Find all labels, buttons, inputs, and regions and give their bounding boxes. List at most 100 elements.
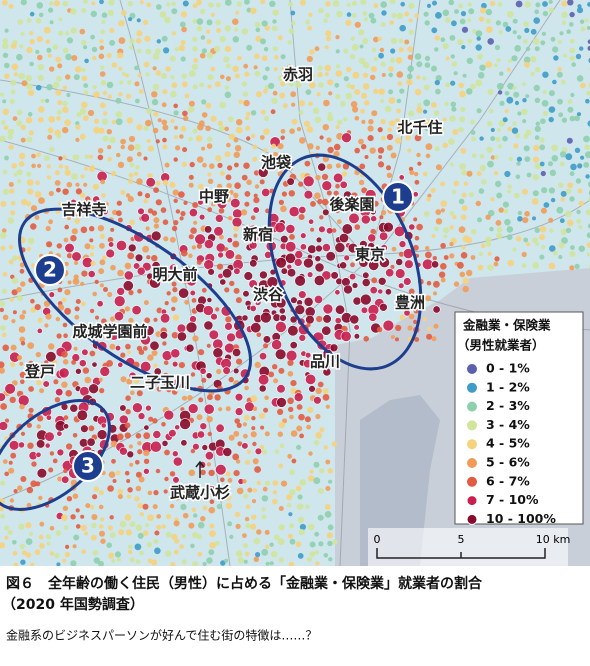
map-dot	[275, 349, 286, 360]
map-dot	[207, 52, 213, 58]
map-dot	[137, 152, 142, 157]
map-dot	[27, 137, 33, 143]
map-dot	[128, 550, 133, 555]
map-dot	[182, 81, 188, 87]
map-dot	[497, 128, 501, 132]
map-dot	[336, 64, 340, 68]
place-label: 成城学園前	[72, 323, 147, 341]
map-dot	[0, 393, 6, 402]
map-dot	[360, 45, 364, 49]
map-dot	[387, 173, 392, 178]
map-dot	[98, 148, 103, 153]
map-dot	[251, 110, 256, 115]
map-dot	[202, 48, 207, 53]
map-dot	[167, 291, 171, 295]
map-dot	[268, 372, 274, 378]
map-dot	[70, 8, 77, 15]
map-dot	[244, 71, 249, 76]
map-dot	[180, 211, 185, 216]
map-dot	[153, 504, 158, 509]
map-dot	[4, 536, 8, 540]
map-dot	[17, 295, 23, 301]
map-dot	[120, 353, 125, 358]
map-dot	[162, 36, 168, 42]
map-dot	[153, 490, 158, 495]
map-dot	[454, 9, 459, 14]
map-dot	[162, 525, 166, 529]
map-dot	[373, 89, 378, 94]
map-dot	[471, 229, 477, 235]
map-dot	[79, 360, 86, 367]
map-dot	[318, 82, 324, 88]
map-dot	[228, 116, 234, 122]
map-dot	[380, 99, 384, 103]
map-dot	[581, 27, 586, 32]
map-dot	[496, 193, 502, 199]
map-dot	[209, 163, 215, 169]
map-dot	[416, 153, 420, 157]
map-dot	[115, 551, 121, 557]
map-dot	[207, 84, 211, 88]
map-dot	[59, 368, 69, 378]
map-dot	[90, 351, 96, 357]
map-dot	[49, 292, 55, 298]
map-dot	[198, 397, 203, 402]
map-dot	[63, 424, 68, 429]
map-dot	[257, 481, 261, 485]
map-dot	[444, 255, 449, 260]
map-dot	[247, 450, 251, 454]
map-dot	[50, 526, 55, 531]
map-dot	[19, 153, 25, 159]
map-dot	[540, 162, 545, 167]
map-dot	[278, 538, 285, 545]
map-dot	[234, 470, 240, 476]
map-dot	[234, 28, 238, 32]
map-dot	[71, 360, 76, 365]
map-dot	[200, 423, 207, 430]
map-dot	[346, 67, 351, 72]
map-dot	[354, 334, 360, 340]
map-dot	[278, 432, 283, 437]
map-dot	[549, 263, 556, 270]
map-dot	[70, 560, 76, 566]
map-dot	[233, 209, 243, 219]
map-dot	[129, 444, 133, 448]
map-dot	[203, 506, 208, 511]
map-dot	[235, 145, 241, 151]
map-dot	[250, 8, 256, 14]
map-dot	[170, 75, 174, 79]
map-dot	[522, 189, 528, 195]
map-dot	[57, 333, 62, 338]
legend-swatch	[467, 458, 477, 468]
map-dot	[17, 109, 23, 115]
map-dot	[378, 53, 384, 59]
map-dot	[490, 1, 495, 6]
map-dot	[47, 164, 51, 168]
map-dot	[193, 129, 198, 134]
map-dot	[188, 404, 198, 414]
map-dot	[242, 315, 248, 321]
map-dot	[183, 201, 187, 205]
map-dot	[9, 461, 13, 465]
map-dot	[306, 126, 313, 133]
map-dot	[197, 244, 202, 249]
map-dot	[26, 83, 32, 89]
map-dot	[13, 551, 18, 556]
map-dot	[36, 380, 42, 386]
map-dot	[477, 54, 483, 60]
map-dot	[181, 11, 187, 17]
map-dot	[206, 416, 212, 422]
legend: 金融業・保険業 （男性就業者） 0 - 1%1 - 2%2 - 3%3 - 4%…	[455, 312, 583, 526]
map-dot	[290, 91, 296, 97]
map-dot	[524, 62, 530, 68]
map-dot	[144, 36, 150, 42]
map-dot	[135, 81, 140, 86]
map-dot	[107, 53, 112, 58]
map-dot	[533, 174, 540, 181]
map-dot	[62, 189, 68, 195]
map-dot	[138, 413, 145, 420]
map-dot	[567, 138, 573, 144]
map-dot	[72, 228, 78, 234]
map-dot	[188, 106, 195, 113]
map-dot	[291, 297, 298, 304]
